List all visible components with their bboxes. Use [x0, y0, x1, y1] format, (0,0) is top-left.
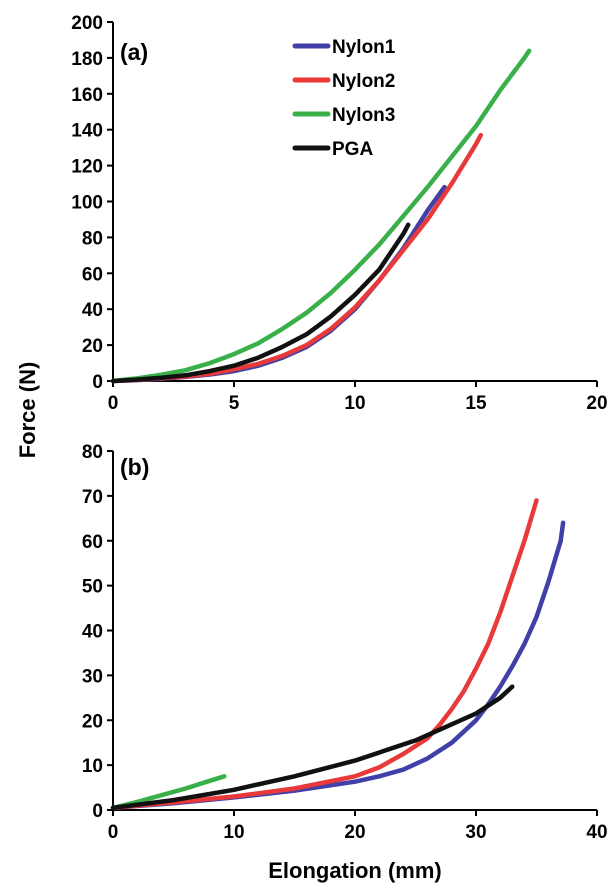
panel-b-x-tick-label: 30 — [465, 822, 486, 843]
x-axis-title: Elongation (mm) — [268, 858, 442, 883]
panel-a-y-tick-label: 0 — [92, 372, 103, 393]
panel-a-y-tick-label: 200 — [71, 13, 103, 34]
panel-b-y-tick-label: 10 — [82, 756, 103, 777]
panel-a-y-tick-label: 120 — [71, 157, 103, 178]
panel-b-y-tick-label: 30 — [82, 666, 103, 687]
panel-b-x-tick-label: 40 — [586, 822, 607, 843]
panel-b-y-tick-label: 0 — [92, 801, 103, 822]
panel-a-x-tick-label: 0 — [108, 393, 119, 414]
panel-b-x-tick-label: 0 — [108, 822, 119, 843]
panel-a-y-tick-label: 40 — [82, 300, 103, 321]
panel-a-y-tick-label: 140 — [71, 121, 103, 142]
panel-b-y-tick-label: 60 — [82, 532, 103, 553]
panel-a-y-tick-label: 100 — [71, 193, 103, 214]
panel-a-x-tick-label: 10 — [344, 393, 365, 414]
panel-a-y-tick-label: 60 — [82, 264, 103, 285]
panel-a-series-nylon2-line — [110, 132, 484, 384]
panel-a-series-nylon3-line — [110, 48, 532, 384]
panel-a-x-tick-label: 15 — [465, 393, 487, 414]
panel-b-y-tick-label: 20 — [82, 711, 103, 732]
panel-a-series-pga-line — [110, 222, 411, 384]
panel-a-y-tick-label: 160 — [71, 85, 103, 106]
legend-label-nylon1: Nylon1 — [332, 37, 396, 58]
panel-b-x-tick-label: 10 — [223, 822, 244, 843]
panel-a-series-nylon1-line — [110, 184, 447, 384]
panel-b-label: (b) — [120, 454, 149, 480]
panel-b-series-nylon2-line — [110, 498, 539, 811]
y-axis-title: Force (N) — [15, 362, 40, 459]
legend-label-pga: PGA — [332, 139, 373, 160]
panel-b-series-pga-line — [110, 684, 515, 811]
panel-b-y-tick-label: 40 — [82, 622, 103, 643]
legend-label-nylon2: Nylon2 — [332, 71, 395, 92]
panel-a-y-tick-label: 20 — [82, 336, 103, 357]
panel-a-x-tick-label: 20 — [586, 393, 607, 414]
chart-panel-b: 0 10 20 30 40 50 60 70 80 0 10 20 30 40 (b) — [82, 442, 608, 843]
panel-b-x-tick-label: 20 — [344, 822, 365, 843]
panel-b-y-tick-label: 80 — [82, 442, 103, 463]
panel-a-label: (a) — [120, 39, 148, 65]
panel-b-series-nylon3-line — [110, 774, 227, 811]
panel-a-y-tick-label: 80 — [82, 228, 103, 249]
panel-a-legend: Nylon1 Nylon2 Nylon3 PGA — [292, 37, 396, 160]
panel-b-y-tick-label: 70 — [82, 487, 103, 508]
legend-label-nylon3: Nylon3 — [332, 105, 395, 126]
panel-a-x-tick-label: 5 — [229, 393, 240, 414]
panel-a-y-tick-label: 180 — [71, 49, 103, 70]
panel-b-y-tick-label: 50 — [82, 577, 103, 598]
chart-panel-a: 0 20 40 60 80 100 120 140 160 180 200 0 5 10 15 20 (a) Ny… — [71, 13, 607, 414]
